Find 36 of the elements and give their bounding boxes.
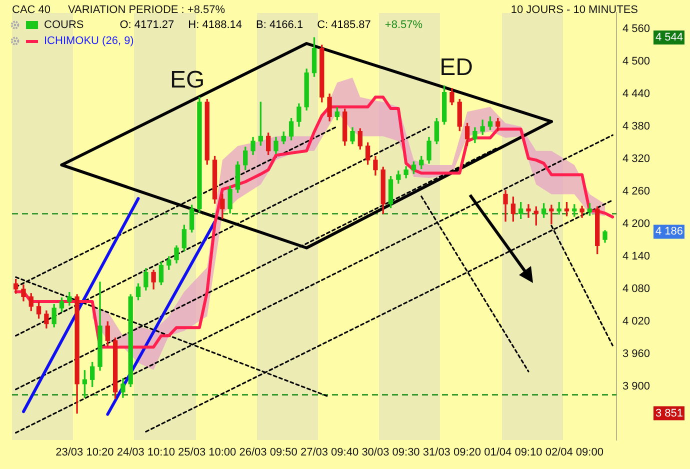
y-tick-label: 3 900: [622, 380, 650, 393]
chart-subtitle: VARIATION PERIODE : +8.57%: [68, 4, 226, 16]
annotation: ED: [440, 54, 473, 81]
x-tick-label: 31/03 09:20: [422, 446, 482, 458]
y-tick-label: 4 380: [622, 120, 650, 132]
text: 4 544: [655, 32, 684, 44]
x-tick-label: 23/03 10:20: [56, 446, 114, 458]
annotation: +8.57%: [384, 19, 423, 31]
annotation: EG: [170, 66, 205, 94]
y-tick-label: 4 080: [622, 283, 650, 296]
x-tick-label: 02/04 09:00: [545, 446, 604, 458]
y-tick-label: 4 440: [622, 88, 650, 100]
y-tick-label: 4 320: [622, 153, 650, 166]
legend-label: ICHIMOKU (26, 9): [44, 35, 134, 47]
annotation: O: 4171.27: [120, 19, 174, 31]
annotation: 10 JOURS - 10 MINUTES: [510, 4, 638, 16]
y-tick-label: 4 020: [622, 316, 650, 328]
annotation: B: 4166.1: [256, 19, 304, 31]
y-tick-label: 4 200: [622, 218, 650, 230]
text: 3 851: [655, 407, 684, 420]
y-tick-label: 4 560: [622, 22, 650, 35]
legend-label: COURS: [44, 19, 84, 31]
chart-title: CAC 40: [12, 4, 51, 16]
x-tick-label: 24/03 10:10: [116, 446, 175, 458]
annotation: H: 4188.14: [188, 19, 242, 31]
annotation: C: 4185.87: [317, 19, 371, 31]
y-tick-label: 4 500: [622, 55, 650, 68]
text: 4 186: [655, 226, 684, 238]
y-tick-label: 4 260: [622, 186, 650, 198]
x-tick-label: 30/03 09:30: [362, 446, 420, 458]
x-tick-label: 27/03 09:40: [300, 446, 359, 458]
y-tick-label: 3 960: [622, 348, 650, 360]
x-tick-label: 01/04 09:10: [484, 446, 542, 458]
x-tick-label: 26/03 09:50: [239, 446, 298, 458]
x-tick-label: 25/03 10:00: [178, 446, 236, 458]
y-tick-label: 4 140: [622, 250, 650, 263]
